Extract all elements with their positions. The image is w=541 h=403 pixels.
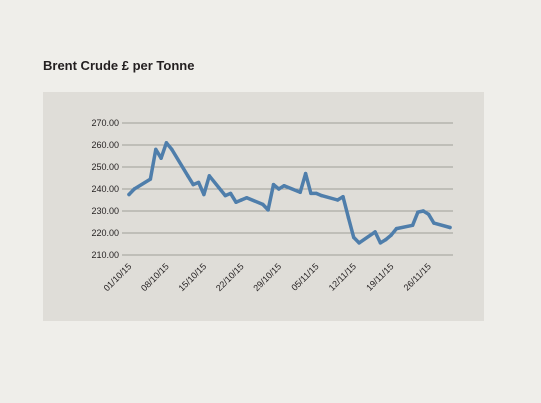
data-point	[234, 200, 238, 204]
data-point	[159, 156, 163, 160]
data-point	[271, 182, 276, 187]
data-point	[373, 230, 377, 234]
data-point	[127, 192, 131, 197]
data-point	[277, 187, 281, 191]
y-axis-ticks: 210.00 220.00 230.00 240.00 250.00 260.00 270.…	[91, 118, 119, 260]
y-tick-label: 210.00	[91, 250, 119, 260]
data-point	[314, 191, 318, 196]
data-point	[261, 202, 265, 207]
data-point	[148, 177, 153, 181]
x-tick-label: 22/10/15	[214, 261, 246, 293]
x-tick-label: 01/10/15	[102, 261, 134, 293]
data-point	[448, 225, 452, 230]
y-tick-label: 230.00	[91, 206, 119, 216]
data-point	[223, 193, 227, 198]
x-tick-label: 15/10/15	[176, 261, 208, 293]
chart-title: Brent Crude £ per Tonne	[43, 58, 195, 73]
data-point	[154, 147, 158, 152]
data-point	[319, 193, 324, 198]
data-point	[282, 184, 286, 188]
data-point	[202, 192, 206, 197]
y-tick-label: 270.00	[91, 118, 119, 128]
y-tick-label: 240.00	[91, 184, 119, 194]
data-point	[186, 174, 190, 178]
data-point	[341, 195, 345, 199]
data-point	[239, 198, 243, 202]
series	[127, 141, 452, 245]
data-point	[132, 187, 136, 191]
x-tick-label: 29/10/15	[251, 261, 283, 293]
data-point	[378, 241, 383, 245]
x-tick-label: 08/10/15	[139, 261, 171, 293]
x-axis-ticks: 01/10/15 08/10/15 15/10/15 22/10/15 29/10/15…	[102, 261, 433, 293]
data-point	[421, 209, 425, 213]
data-point	[191, 182, 195, 187]
data-point	[416, 210, 420, 214]
data-point	[389, 233, 393, 237]
data-point	[384, 237, 388, 242]
data-point	[266, 208, 270, 212]
data-point	[346, 215, 351, 220]
data-point	[228, 191, 233, 196]
data-point	[309, 191, 313, 196]
data-point	[410, 223, 415, 227]
data-point	[196, 180, 201, 185]
data-point	[245, 196, 249, 200]
data-point	[298, 190, 302, 194]
data-point	[170, 147, 174, 152]
data-point	[335, 198, 340, 202]
data-point	[426, 212, 431, 216]
y-tick-label: 260.00	[91, 140, 119, 150]
data-point	[207, 174, 211, 178]
y-tick-label: 250.00	[91, 162, 119, 172]
data-point	[303, 171, 308, 176]
x-tick-label: 19/11/15	[364, 261, 395, 292]
data-point	[432, 221, 436, 225]
gridlines	[122, 122, 453, 256]
data-point	[394, 226, 399, 231]
series-line	[127, 141, 452, 245]
x-tick-label: 26/11/15	[402, 261, 433, 292]
x-tick-label: 12/11/15	[327, 261, 358, 292]
data-point	[164, 141, 169, 145]
y-tick-label: 220.00	[91, 228, 119, 238]
x-tick-label: 05/11/15	[289, 261, 320, 292]
data-point	[352, 235, 356, 240]
data-point	[357, 241, 361, 245]
